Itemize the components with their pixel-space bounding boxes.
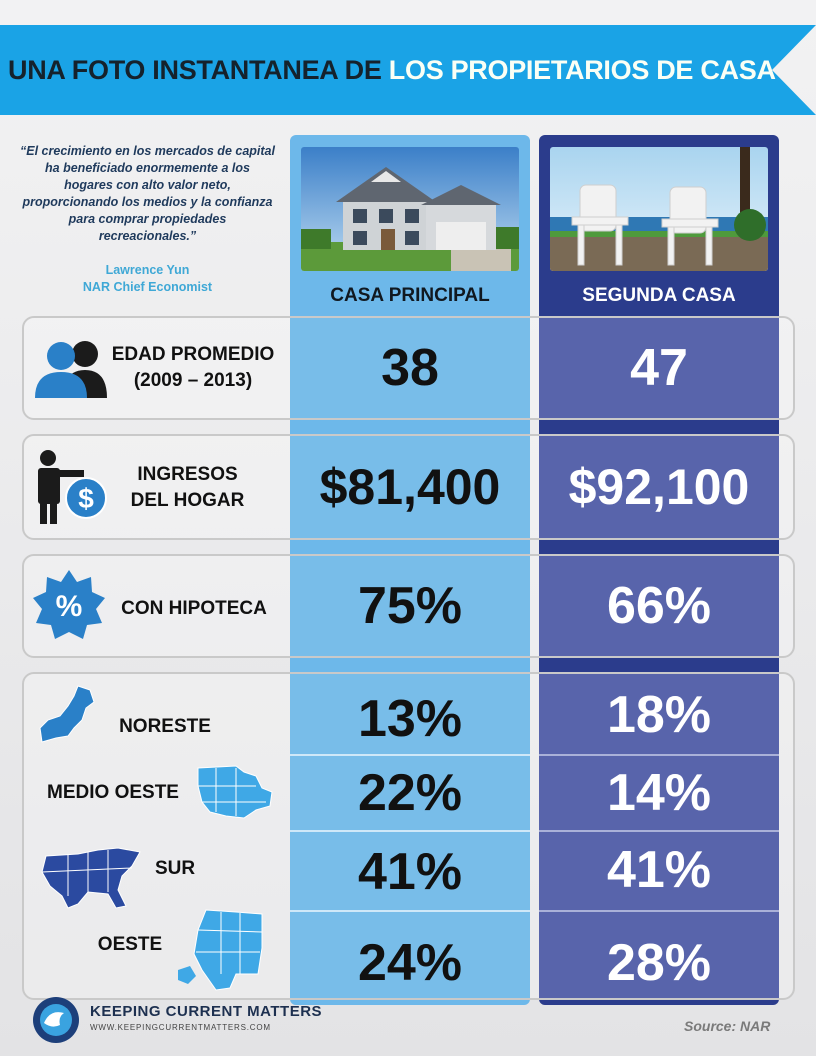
people-icon [35,341,107,398]
region-divider [290,754,530,756]
svg-text:%: % [56,590,83,623]
region-divider [539,830,779,832]
age-label-line1: EDAD PROMEDIO [111,344,275,365]
regions-primary-bg [290,674,530,998]
northeast-primary-cell: 13% [290,684,530,754]
northeast-second-cell: 18% [539,680,779,750]
income-label-line2: DEL HOGAR [130,490,245,511]
region-divider [290,910,530,912]
header-banner: UNA FOTO INSTANTANEA DE LOS PROPIETARIOS… [0,25,816,115]
region-divider [539,910,779,912]
primary-home-label: CASA PRINCIPAL [330,285,490,306]
age-label: EDAD PROMEDIO (2009 – 2013) [108,342,278,394]
businessman-dollar-icon: $ [38,450,107,524]
kcm-logo-icon [33,997,79,1043]
kcm-logo-url: WWW.KEEPINGCURRENTMATTERS.COM [90,1023,271,1032]
age-second-value: 47 [630,339,688,397]
west-primary-cell: 24% [290,928,530,998]
age-primary-value: 38 [381,339,439,397]
house-photo [301,147,519,271]
mortgage-label: CON HIPOTECA [121,598,267,619]
banner-shape [0,25,816,115]
author-name: Lawrence Yun [105,263,190,277]
chairs-photo [550,147,768,271]
south-primary-cell: 41% [290,836,530,908]
midwest-map-icon [197,765,273,819]
south-second-cell: 41% [539,834,779,906]
income-label: INGRESOS DEL HOGAR [115,462,260,514]
south-second-value: 41% [606,841,712,899]
income-primary-value: $81,400 [319,459,501,515]
midwest-label: MEDIO OESTE [47,782,179,803]
west-primary-value: 24% [357,934,463,992]
second-home-label: SEGUNDA CASA [582,285,736,306]
age-primary-cell: 38 [290,318,530,418]
income-primary-cell: $81,400 [290,436,530,538]
title-part-dark: UNA FOTO INSTANTANEA DE [8,55,389,85]
west-second-value: 28% [606,934,712,992]
west-second-cell: 28% [539,928,779,998]
beach-chairs-illustration [550,147,768,271]
midwest-primary-value: 22% [357,764,463,822]
author-title: NAR Chief Economist [82,280,213,294]
west-label: OESTE [97,934,163,955]
kcm-logo: KEEPING CURRENT MATTERS WWW.KEEPINGCURRE… [30,995,322,1045]
mortgage-second-cell: 66% [539,556,779,656]
northeast-map-icon [39,685,95,743]
northeast-primary-value: 13% [357,690,463,748]
regions-second-bg [539,674,779,998]
kcm-logo-text: KEEPING CURRENT MATTERS [90,1003,323,1020]
northeast-second-value: 18% [606,686,712,744]
midwest-second-value: 14% [606,764,712,822]
midwest-primary-cell: 22% [290,758,530,828]
region-divider [539,754,779,756]
svg-text:$: $ [78,483,94,514]
northeast-label: NORESTE [119,716,211,737]
mortgage-second-value: 66% [606,577,712,635]
mortgage-primary-value: 75% [357,577,463,635]
south-primary-value: 41% [357,843,463,901]
mortgage-primary-cell: 75% [290,556,530,656]
income-label-line1: INGRESOS [137,464,238,485]
percent-badge-icon: % [33,570,105,639]
south-map-icon [41,847,141,909]
page-title: UNA FOTO INSTANTANEA DE LOS PROPIETARIOS… [8,25,776,115]
west-map-icon [178,909,263,991]
midwest-second-cell: 14% [539,758,779,828]
quote-author: Lawrence Yun NAR Chief Economist [20,262,275,296]
region-divider [290,830,530,832]
income-second-value: $92,100 [568,459,750,515]
source-note: Source: NAR [684,1018,771,1034]
quote-text: “El crecimiento en los mercados de capit… [20,144,275,243]
south-label: SUR [154,858,196,879]
age-label-line2: (2009 – 2013) [133,370,253,391]
title-part-light: LOS PROPIETARIOS DE CASA [388,55,776,85]
income-second-cell: $92,100 [539,436,779,538]
age-second-cell: 47 [539,318,779,418]
house-illustration [301,147,519,271]
